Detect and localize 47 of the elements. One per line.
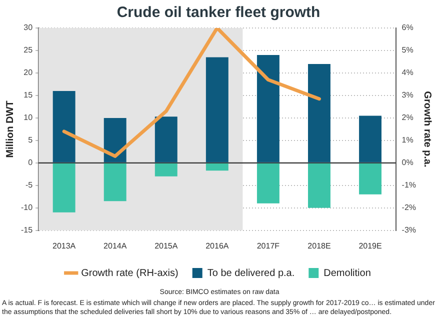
bar [154, 116, 178, 162]
y2-tick-label: 6% [402, 23, 414, 32]
x-tick-label: 2017F [256, 241, 280, 250]
bar [308, 163, 330, 208]
bar [359, 116, 382, 162]
x-tick-label: 2016A [206, 241, 230, 250]
y2-tick-label: -3% [402, 226, 416, 235]
y2-axis-title: Growth rate p.a. [421, 91, 432, 168]
x-tick-label: 2014A [104, 241, 128, 250]
x-tick-label: 2019E [358, 241, 382, 250]
bar [256, 54, 280, 162]
y2-tick-label: 4% [402, 68, 414, 78]
bar [206, 57, 228, 162]
y-tick-label: 25 [24, 46, 34, 55]
y2-tick-label: -2% [402, 203, 416, 212]
y-tick-label: 15 [24, 90, 34, 100]
x-tick-label: 2015A [154, 241, 178, 250]
bar [206, 163, 228, 171]
bar [256, 163, 280, 204]
bar [308, 64, 330, 162]
y2-tick-label: 1% [402, 136, 414, 145]
bar [104, 118, 126, 162]
y-tick-label: 0 [28, 158, 34, 168]
y2-tick-label: 2% [402, 113, 414, 122]
legend-label: Growth rate (RH-axis) [81, 268, 178, 279]
y-tick-label: -10 [21, 203, 34, 212]
x-tick-label: 2018E [308, 241, 331, 250]
y-tick-label: -15 [21, 226, 34, 235]
legend-label: Demolition [324, 268, 371, 279]
y2-tick-label: 0% [402, 158, 414, 168]
y-tick-label: 30 [24, 23, 34, 32]
bar [52, 163, 76, 212]
bar [104, 163, 126, 202]
x-tick-label: 2013A [52, 241, 76, 250]
y-tick-label: 10 [24, 113, 34, 122]
y-tick-label: 20 [24, 68, 34, 78]
bar [154, 163, 178, 176]
bar [52, 90, 76, 162]
y-tick-label: 5 [28, 136, 34, 145]
y-axis-title: Million DWT [4, 100, 16, 158]
y2-tick-label: 3% [402, 90, 414, 100]
legend-label: To be delivered p.a. [207, 268, 295, 279]
y-tick-label: -5 [25, 180, 34, 190]
y2-tick-label: -1% [402, 180, 416, 190]
y2-tick-label: 5% [402, 46, 414, 55]
chart-title: Crude oil tanker fleet growth [116, 4, 320, 22]
bar [359, 163, 382, 194]
